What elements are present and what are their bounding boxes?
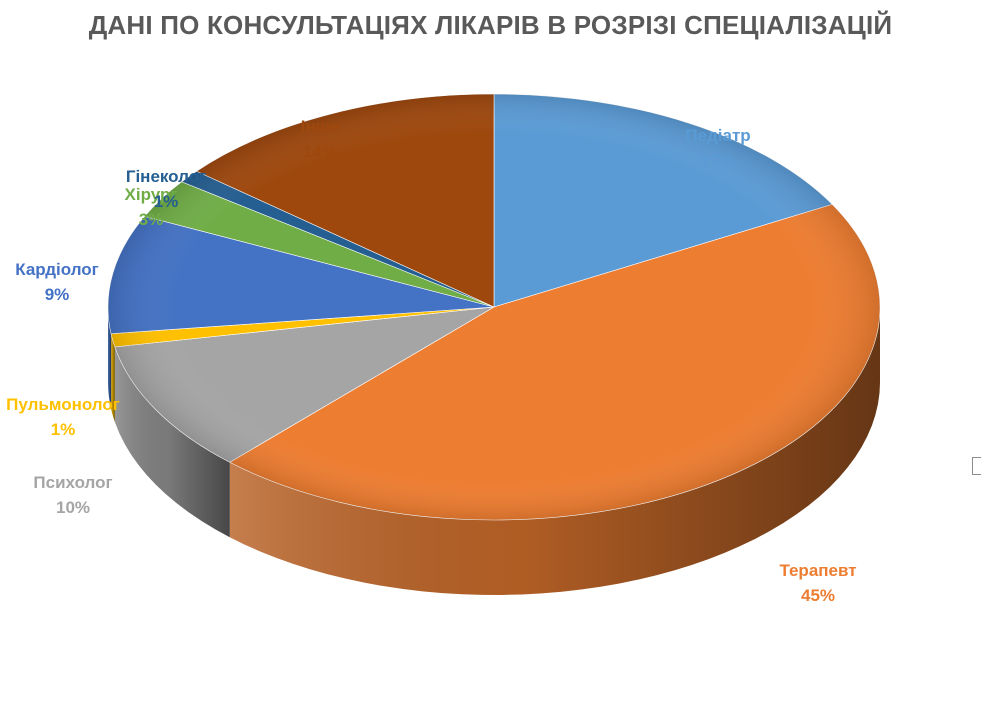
- pie-side-shade-2: [229, 307, 880, 595]
- data-label-value-1: 17%: [701, 151, 735, 170]
- data-label-category-6: Хірург: [125, 185, 178, 204]
- data-label-category-8: Інше: [301, 117, 340, 136]
- data-label-value-2: 45%: [801, 586, 835, 605]
- chart-title: ДАНІ ПО КОНСУЛЬТАЦІЯХ ЛІКАРІВ В РОЗРІЗІ …: [88, 10, 893, 40]
- pie-side-walls: [108, 307, 880, 595]
- data-label-value-4: 1%: [51, 420, 76, 439]
- data-label-category-3: Психолог: [33, 473, 112, 492]
- data-labels: Педіатр 17% Терапевт 45% Психолог 10% Пульмоно…: [6, 117, 856, 605]
- data-label-value-8: 14%: [303, 142, 337, 161]
- pie-side-shade-4: [111, 333, 115, 422]
- pie-top-faces: [107, 93, 881, 521]
- pie-side-shade-3: [114, 346, 230, 538]
- data-label-category-7: Гінеколог: [126, 167, 206, 186]
- data-label-value-6: 3%: [139, 210, 164, 229]
- pie-side-shade-5: [108, 307, 112, 409]
- chart-resize-handle[interactable]: [972, 457, 981, 475]
- data-label-category-5: Кардіолог: [15, 260, 99, 279]
- data-label-category-1: Педіатр: [685, 126, 750, 145]
- data-label-value-3: 10%: [56, 498, 90, 517]
- data-label-category-2: Терапевт: [779, 561, 856, 580]
- data-label-value-7: 1%: [154, 192, 179, 211]
- pie-top-sheen: [108, 94, 880, 520]
- data-label-value-5: 9%: [45, 285, 70, 304]
- data-label-category-4: Пульмонолог: [6, 395, 120, 414]
